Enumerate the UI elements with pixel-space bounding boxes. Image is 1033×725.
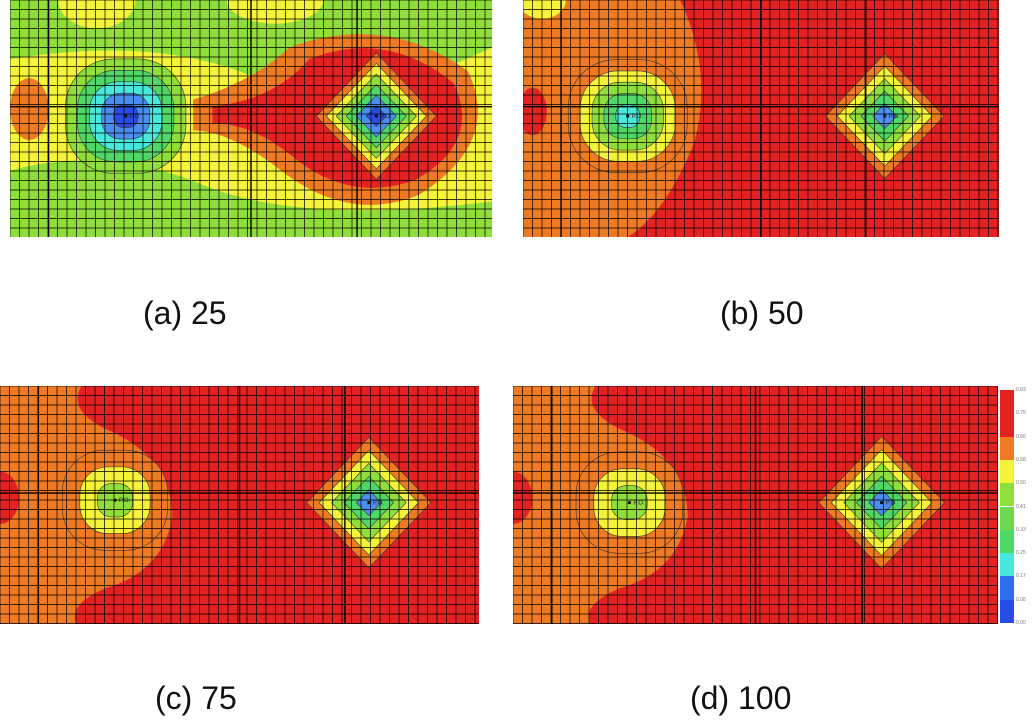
- point-marker: [374, 114, 378, 118]
- legend-swatch: [1000, 529, 1014, 554]
- mesh-grid: [513, 386, 998, 624]
- legend-swatch: [1000, 436, 1014, 460]
- contour-plot-c: P.O. P.O.: [0, 386, 479, 624]
- point-label: P.O.: [886, 501, 898, 507]
- legend-tick-label: 0.08: [1016, 596, 1026, 603]
- legend-swatch: [1000, 506, 1014, 530]
- legend-swatch: [1000, 576, 1014, 600]
- point-marker: [880, 501, 884, 505]
- contour-panel-d: P.O. P.O.: [513, 386, 998, 624]
- caption-b: (b) 50: [720, 295, 804, 331]
- mesh-grid: [10, 0, 492, 237]
- contour-panel-c: P.O. P.O.: [0, 386, 479, 624]
- point-label: P.O.: [119, 498, 131, 504]
- legend-tick-label: 0.41: [1016, 503, 1026, 510]
- contour-plot-b: P.O. P.O.: [523, 0, 999, 237]
- point-label: P.O.: [380, 114, 392, 120]
- legend-swatch: [1000, 413, 1014, 437]
- legend-swatch: [1000, 599, 1014, 623]
- legend-tick-label: 0.58: [1016, 456, 1026, 463]
- legend-tick-label: 0.00: [1016, 620, 1026, 626]
- point-label: P.O.: [633, 501, 645, 507]
- mesh-grid: [523, 0, 999, 237]
- yellow-region: [58, 0, 136, 29]
- point-label: P.O.: [889, 114, 901, 120]
- point-label: P.O.: [373, 501, 385, 507]
- legend-tick-label: 0.75: [1016, 410, 1026, 417]
- legend-tick-label: 0.25: [1016, 550, 1026, 557]
- point-marker: [367, 501, 371, 505]
- caption-a: (a) 25: [143, 295, 227, 331]
- color-legend: 0.83 0.75 0.66 0.58 0.50 0.41 0.33 0.25 0.17 0.08…: [999, 387, 1033, 626]
- legend-tick-label: 0.33: [1016, 526, 1026, 533]
- legend-tick-label: 0.50: [1016, 480, 1026, 487]
- contour-plot-d: P.O. P.O.: [513, 386, 998, 624]
- point-marker: [883, 114, 887, 118]
- point-label: P.O.: [632, 114, 644, 120]
- contour-panel-a: P.O. P.O.: [10, 0, 492, 237]
- legend-swatch: [1000, 390, 1014, 414]
- caption-c: (c) 75: [155, 680, 237, 716]
- legend-swatch: [1000, 483, 1014, 507]
- point-marker: [627, 501, 631, 505]
- caption-d: (d) 100: [690, 680, 792, 716]
- legend-tick-label: 0.66: [1016, 433, 1026, 440]
- point-label: P.O.: [130, 114, 142, 120]
- contour-panel-b: P.O. P.O.: [523, 0, 999, 237]
- contour-plot-a: P.O. P.O.: [10, 0, 492, 237]
- legend-tick-label: 0.17: [1016, 573, 1026, 580]
- legend-swatch: [1000, 553, 1014, 577]
- mesh-grid: [0, 386, 479, 624]
- legend-tick-label: 0.83: [1016, 387, 1026, 393]
- point-marker: [124, 114, 128, 118]
- legend-swatch: [1000, 459, 1014, 484]
